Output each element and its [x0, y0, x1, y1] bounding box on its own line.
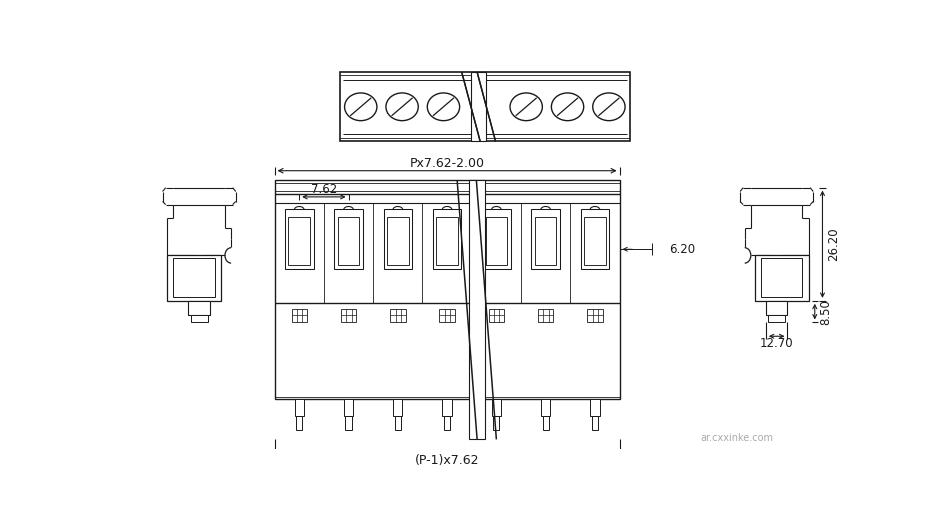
- Text: 7.62: 7.62: [311, 183, 337, 196]
- Bar: [191, 315, 207, 322]
- Bar: [543, 416, 549, 430]
- Ellipse shape: [593, 93, 625, 121]
- Bar: [340, 72, 630, 141]
- Bar: [394, 416, 401, 430]
- Bar: [274, 180, 620, 399]
- Ellipse shape: [386, 93, 418, 121]
- Bar: [755, 255, 809, 301]
- Bar: [188, 301, 210, 315]
- Ellipse shape: [510, 93, 542, 121]
- Bar: [390, 309, 406, 322]
- Bar: [493, 416, 499, 430]
- Bar: [289, 217, 310, 265]
- Bar: [433, 209, 462, 269]
- Text: (P-1)x7.62: (P-1)x7.62: [415, 453, 480, 467]
- Bar: [443, 399, 452, 416]
- Bar: [387, 217, 409, 265]
- Text: 6.20: 6.20: [669, 243, 695, 256]
- Text: 12.70: 12.70: [760, 337, 794, 349]
- Bar: [471, 72, 486, 141]
- Bar: [585, 217, 605, 265]
- Bar: [338, 217, 359, 265]
- Bar: [541, 399, 551, 416]
- Bar: [538, 309, 553, 322]
- Bar: [761, 259, 802, 297]
- Bar: [285, 209, 313, 269]
- Bar: [581, 209, 609, 269]
- Bar: [296, 416, 303, 430]
- Bar: [345, 416, 352, 430]
- Bar: [492, 399, 501, 416]
- Bar: [766, 301, 787, 315]
- Bar: [590, 399, 600, 416]
- Bar: [341, 309, 357, 322]
- Bar: [291, 309, 307, 322]
- Bar: [394, 399, 402, 416]
- Ellipse shape: [344, 93, 377, 121]
- Bar: [468, 180, 485, 439]
- Text: Px7.62-2.00: Px7.62-2.00: [410, 157, 484, 170]
- Bar: [344, 399, 353, 416]
- Bar: [489, 309, 504, 322]
- Bar: [592, 416, 598, 430]
- Bar: [532, 209, 560, 269]
- Bar: [173, 259, 215, 297]
- Bar: [482, 209, 511, 269]
- Bar: [383, 209, 412, 269]
- Bar: [334, 209, 362, 269]
- Ellipse shape: [552, 93, 584, 121]
- Bar: [768, 315, 785, 322]
- Bar: [294, 399, 304, 416]
- Bar: [534, 217, 556, 265]
- Bar: [439, 309, 455, 322]
- Text: 8.50: 8.50: [819, 298, 832, 325]
- Ellipse shape: [428, 93, 460, 121]
- Text: ar.cxxinke.com: ar.cxxinke.com: [700, 433, 773, 443]
- Bar: [167, 255, 221, 301]
- Bar: [485, 217, 507, 265]
- Bar: [444, 416, 450, 430]
- Text: 26.20: 26.20: [828, 227, 840, 261]
- Bar: [587, 309, 603, 322]
- Bar: [436, 217, 458, 265]
